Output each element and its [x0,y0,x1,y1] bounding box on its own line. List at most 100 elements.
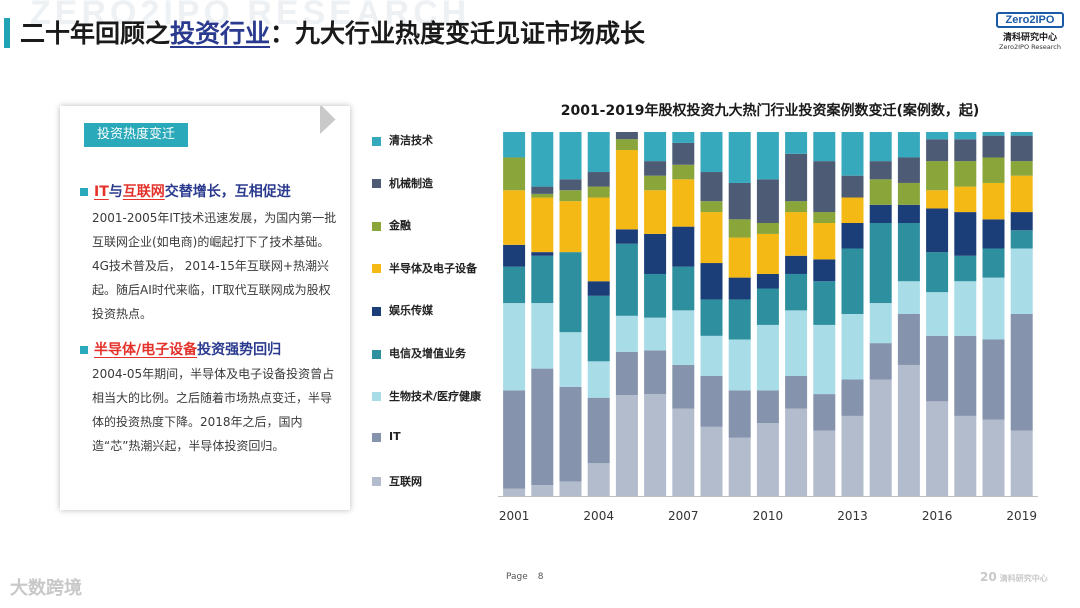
bar-segment-2003-6 [559,190,582,202]
bar-segment-2008-0 [700,426,723,496]
heading-and: 与 [108,184,123,200]
bar-segment-2010-1 [756,390,779,424]
bar-segment-2012-2 [813,324,836,395]
bar-segment-2002-2 [531,303,554,369]
bar-segment-2001-8 [503,132,526,158]
bar-segment-2017-6 [954,161,977,187]
bar-segment-2009-2 [728,339,751,391]
bar-segment-2001-1 [503,390,526,489]
legend-item: 半导体及电子设备 [372,260,477,275]
bar-segment-2008-6 [700,201,723,213]
bar-segment-2010-4 [756,273,779,289]
bar-segment-2006-2 [644,317,667,351]
bar-segment-2019-3 [1010,230,1033,249]
logo-en: Zero2IPO Research [999,43,1061,51]
stacked-bar-chart: 2001 2004 2007 2010 2013 2016 2019 [498,132,1038,523]
bar-segment-2019-5 [1010,175,1033,213]
x-tick-label: 2007 [668,509,699,523]
bar-segment-2004-4 [587,281,610,296]
bar-segment-2009-0 [728,437,751,496]
bar-segment-2001-0 [503,488,526,496]
legend-label: 互联网 [389,474,422,488]
bar-segment-2012-3 [813,281,836,325]
bar-segment-2001-2 [503,303,526,391]
bar-segment-2014-0 [869,379,892,496]
bar-segment-2002-1 [531,368,554,486]
logo-mark: Zero2IPO [996,12,1064,28]
bar-segment-2004-7 [587,172,610,187]
page-footer: Page 8 [506,572,544,582]
watermark-left: 大数跨境 [10,578,82,599]
bar-segment-2018-0 [982,419,1005,496]
bar-segment-2013-3 [841,248,864,314]
bar-segment-2003-7 [559,179,582,191]
bar-segment-2017-4 [954,212,977,256]
legend-swatch-icon [372,221,381,231]
bar-segment-2009-6 [728,219,751,238]
bar-segment-2011-1 [785,375,808,409]
bar-segment-2008-1 [700,375,723,427]
bar-segment-2011-7 [785,153,808,202]
x-tick-label: 2019 [1006,509,1037,523]
bar-segment-2003-2 [559,332,582,387]
bar-segment-2002-0 [531,485,554,496]
bar-segment-2018-8 [982,132,1005,136]
bar-segment-2010-5 [756,233,779,274]
legend-item: 生物技术/医疗健康 [372,388,482,403]
legend-label: 生物技术/医疗健康 [389,389,482,403]
bar-segment-2002-5 [531,197,554,253]
bar-segment-2011-6 [785,201,808,213]
section-text-it-internet: 2001-2005年IT技术迅速发展，为国内第一批互联网企业(如电商)的崛起打下… [92,211,337,321]
heading-rest-2: 投资强势回归 [197,342,282,358]
legend-label: 半导体及电子设备 [389,261,477,275]
bar-segment-2006-6 [644,175,667,191]
bar-segment-2017-5 [954,186,977,213]
bar-segment-2001-6 [503,157,526,191]
watermark-right-mark: 20 [980,570,997,584]
bar-segment-2009-7 [728,182,751,220]
info-card [60,106,350,510]
bar-segment-2004-3 [587,295,610,362]
watermark-right: 20 清科研究中心 [980,570,1048,584]
bar-segment-2013-1 [841,379,864,416]
bar-segment-2006-7 [644,161,667,176]
bar-segment-2008-5 [700,212,723,264]
legend-swatch-icon [372,477,381,487]
bar-segment-2003-1 [559,386,582,482]
bar-segment-2004-2 [587,361,610,398]
bar-segment-2007-8 [672,132,695,143]
bar-segment-2017-7 [954,139,977,162]
bar-segment-2015-3 [897,223,920,282]
legend-swatch-icon [372,264,381,274]
bar-segment-2005-2 [615,315,638,352]
bar-segment-2018-1 [982,339,1005,420]
x-tick-label: 2010 [753,509,784,523]
bar-segment-2005-0 [615,395,638,496]
bar-segment-2009-4 [728,277,751,300]
bar-segment-2010-3 [756,288,779,325]
bar-segment-2004-1 [587,397,610,464]
bar-segment-2014-8 [869,132,892,162]
bar-segment-2008-3 [700,299,723,336]
bar-segment-2018-6 [982,157,1005,183]
page-number: 8 [537,572,544,582]
heading-it: IT [94,184,109,200]
legend-item: 金融 [372,217,411,232]
bar-segment-2013-2 [841,314,864,380]
bar-segment-2016-7 [926,139,949,162]
bar-segment-2013-8 [841,132,864,176]
bar-segment-2015-2 [897,281,920,314]
bar-segment-2012-6 [813,212,836,223]
bar-segment-2004-5 [587,197,610,282]
bar-segment-2015-8 [897,132,920,158]
title-underlined: 投资行业 [170,19,271,48]
bar-segment-2016-8 [926,132,949,140]
logo-cn: 清科研究中心 [1002,33,1057,43]
bar-segment-2005-3 [615,243,638,316]
bar-segment-2019-8 [1010,132,1033,136]
bar-segment-2006-0 [644,394,667,496]
bar-segment-2013-5 [841,197,864,223]
bar-segment-2007-7 [672,142,695,165]
legend-item: 互联网 [372,473,422,488]
heading-rest-1: 交替增长，互相促进 [164,184,291,200]
